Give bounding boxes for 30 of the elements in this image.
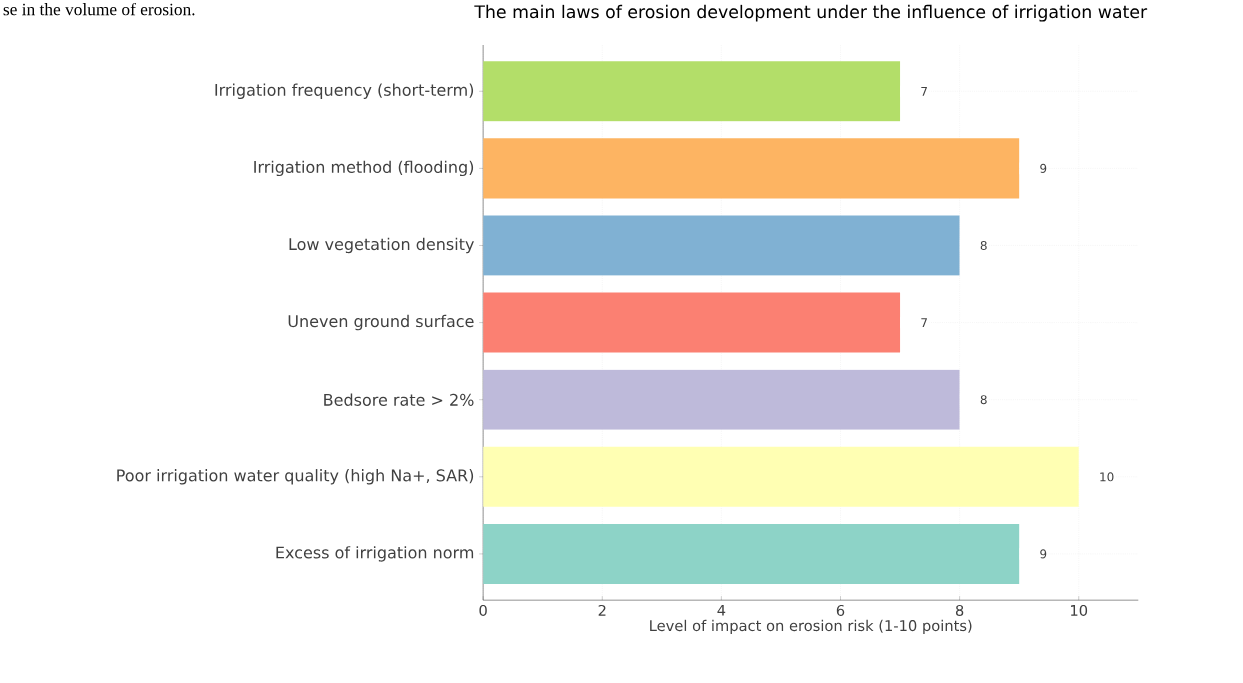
- data-label: 7: [921, 86, 927, 96]
- x-tick-label: 4: [717, 604, 726, 616]
- data-label: 8: [980, 241, 987, 251]
- y-tick-label: Uneven ground surface: [288, 314, 474, 331]
- data-label: 8: [980, 395, 987, 405]
- y-tick-label: Irrigation method (flooding): [254, 160, 474, 177]
- text: se in the volume of erosion.: [3, 3, 195, 16]
- data-label: 9: [1040, 163, 1047, 173]
- bar: [483, 138, 1020, 199]
- x-tick-label: 6: [836, 604, 845, 617]
- bar: [483, 292, 901, 353]
- x-tick-label: 0: [479, 604, 487, 617]
- y-tick-label: Irrigation frequency (short-term): [215, 83, 474, 100]
- data-label: 10: [1100, 472, 1114, 482]
- x-axis-title: Level of impact on erosion risk (1-10 points): [650, 619, 972, 635]
- chart-title: The main laws of erosion development under the influence of irrigation water: [474, 4, 1148, 22]
- bar: [483, 523, 1020, 584]
- y-tick-label: Excess of irrigation norm: [276, 546, 474, 562]
- x-tick-label: 2: [598, 604, 606, 616]
- bar: [483, 61, 901, 122]
- y-tick-label: Low vegetation density: [289, 237, 474, 254]
- data-label: 7: [921, 318, 927, 328]
- bar: [483, 369, 960, 430]
- data-label: 9: [1040, 549, 1047, 559]
- bar: [483, 446, 1079, 507]
- x-tick-label: 10: [1071, 604, 1088, 617]
- bar: [483, 215, 960, 276]
- y-tick-label: Bedsore rate > 2%: [324, 393, 474, 406]
- x-tick-label: 8: [955, 604, 964, 617]
- y-tick-label: Poor irrigation water quality (high Na+, SAR): [117, 469, 474, 485]
